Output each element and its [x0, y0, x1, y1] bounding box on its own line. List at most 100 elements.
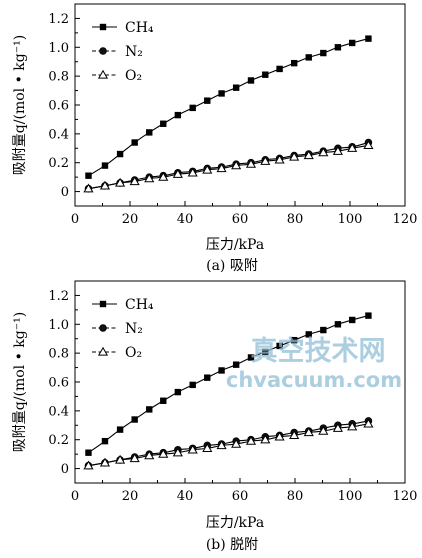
x-tick-label: 40: [177, 489, 194, 504]
data-point: [115, 454, 126, 464]
data-point: [115, 177, 126, 187]
data-point: [365, 35, 372, 42]
y-tick-label: 0.6: [48, 99, 69, 114]
data-point: [289, 151, 300, 161]
data-point: [347, 143, 358, 152]
data-point: [144, 173, 155, 183]
data-point: [116, 426, 124, 433]
data-point: [260, 156, 271, 165]
data-point: [172, 447, 183, 457]
series-line: [88, 144, 369, 190]
data-point: [290, 59, 298, 67]
data-point: [131, 139, 138, 146]
data-point: [232, 361, 240, 368]
data-point: [174, 388, 182, 396]
data-point: [363, 140, 374, 150]
legend-marker: [97, 69, 109, 79]
y-tick-label: 0.8: [48, 70, 69, 85]
data-point: [260, 434, 271, 444]
legend-entry: N₂: [92, 44, 143, 60]
x-tick-label: 20: [122, 212, 139, 227]
series-line: [88, 423, 369, 467]
data-point: [303, 150, 314, 160]
data-point: [289, 430, 300, 440]
data-point: [349, 316, 356, 324]
data-point: [172, 169, 183, 178]
data-point: [216, 163, 227, 173]
watermark: 真空技术网 chvacuum.com: [226, 335, 402, 392]
x-tick-label: 0: [71, 489, 79, 504]
data-point: [101, 162, 109, 169]
series-square: [85, 35, 372, 179]
data-point: [303, 427, 314, 437]
y-tick-label: 0.2: [48, 433, 69, 448]
data-point: [231, 160, 242, 170]
legend-entry: N₂: [92, 321, 143, 337]
data-point: [349, 39, 356, 47]
y-tick-label: 0.8: [48, 347, 69, 362]
x-tick-label: 80: [287, 489, 304, 504]
panel-caption: (b) 脱附: [206, 537, 258, 553]
legend-entry: CH₄: [92, 297, 154, 313]
legend-label: O₂: [125, 345, 142, 361]
data-point: [202, 443, 213, 453]
y-axis-label: 吸附量q/(mol • kg⁻¹): [12, 35, 28, 175]
data-point: [276, 65, 283, 73]
data-point: [146, 406, 153, 413]
legend-marker: [99, 300, 107, 308]
data-point: [365, 312, 372, 319]
data-point: [116, 150, 124, 158]
panel-caption: (a) 吸附: [206, 258, 258, 274]
data-point: [305, 54, 312, 61]
data-point: [146, 129, 153, 136]
data-point: [204, 97, 211, 104]
legend-marker: [99, 23, 107, 31]
legend-label: CH₄: [125, 297, 154, 313]
data-point: [231, 438, 242, 448]
y-tick-label: 0.6: [48, 376, 69, 391]
x-tick-label: 60: [232, 212, 249, 227]
data-point: [131, 416, 138, 423]
data-point: [332, 422, 343, 432]
y-tick-label: 0.4: [48, 404, 69, 419]
legend-label: N₂: [125, 321, 143, 337]
series-triangle: [83, 418, 374, 470]
x-axis-label: 压力/kPa: [206, 237, 264, 253]
data-point: [129, 176, 140, 186]
data-point: [218, 90, 225, 97]
y-tick-label: 0: [61, 185, 69, 200]
data-point: [187, 167, 198, 177]
data-point: [85, 449, 92, 456]
legend-label: O₂: [125, 68, 142, 84]
data-point: [347, 421, 358, 431]
x-axis-label: 压力/kPa: [206, 515, 264, 531]
y-tick-label: 1.2: [48, 289, 69, 304]
y-tick-label: 0: [61, 462, 69, 477]
series-triangle: [83, 140, 374, 193]
legend-entry: CH₄: [92, 20, 154, 36]
x-tick-label: 60: [232, 489, 249, 504]
legend-marker: [99, 47, 107, 55]
x-tick-label: 20: [122, 489, 139, 504]
legend-label: CH₄: [125, 20, 154, 36]
data-point: [101, 437, 109, 445]
data-point: [174, 111, 182, 119]
data-point: [83, 460, 94, 470]
data-point: [144, 450, 155, 460]
data-point: [216, 440, 227, 450]
data-point: [290, 336, 298, 344]
series-circle: [84, 417, 373, 470]
data-point: [318, 147, 329, 157]
watermark-site: chvacuum.com: [226, 368, 402, 392]
data-point: [262, 348, 269, 355]
x-tick-label: 120: [393, 489, 418, 504]
data-point: [160, 397, 167, 404]
data-point: [218, 367, 225, 374]
data-point: [129, 453, 140, 463]
data-point: [334, 44, 342, 51]
data-point: [232, 84, 240, 91]
data-point: [204, 374, 211, 381]
data-point: [85, 172, 92, 179]
data-point: [332, 145, 343, 155]
